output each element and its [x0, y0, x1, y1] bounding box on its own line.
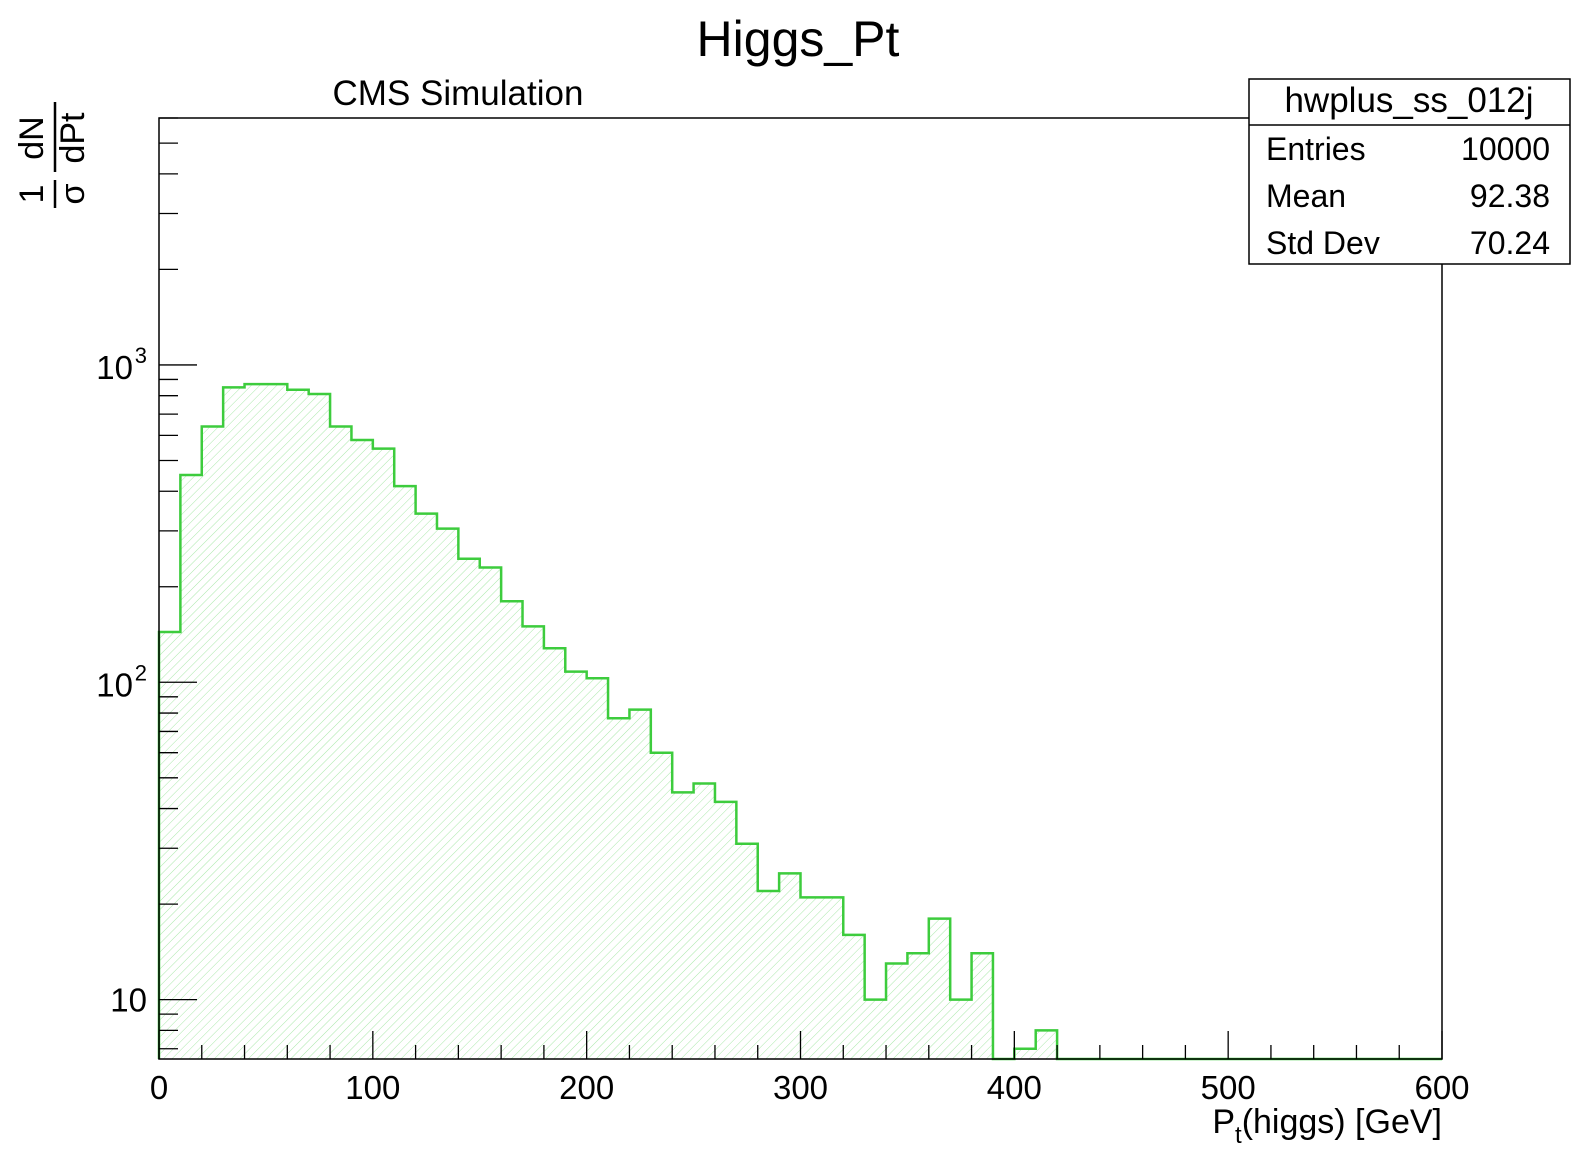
- stats-box: hwplus_ss_012j Entries 10000 Mean 92.38 …: [1248, 78, 1571, 265]
- y-label-numerator: 1: [13, 185, 51, 204]
- x-axis-ticks: [158, 1031, 1443, 1059]
- y-label-d-bottom: dPt: [54, 112, 92, 164]
- x-axis-label-subscript: t: [1235, 1122, 1242, 1149]
- x-tick-label: 200: [559, 1069, 614, 1106]
- x-tick-label: 0: [150, 1069, 168, 1106]
- y-axis-label: 1 σ dN dPt: [13, 102, 92, 208]
- stats-stddev-value: 70.24: [1470, 225, 1550, 261]
- y-axis-ticks: [159, 117, 197, 1050]
- x-axis-tick-labels: 0 100 200 300 400 500 600: [150, 1069, 1470, 1106]
- y-tick-label: 10: [110, 982, 147, 1019]
- stats-mean-value: 92.38: [1470, 178, 1550, 214]
- y-tick-label: 10: [96, 349, 133, 386]
- chart-title: Higgs_Pt: [697, 11, 900, 67]
- x-axis-label-rest: (higgs) [GeV]: [1242, 1103, 1442, 1141]
- x-tick-label: 400: [987, 1069, 1042, 1106]
- y-tick-label: 10: [96, 666, 133, 703]
- x-tick-label: 300: [773, 1069, 828, 1106]
- y-tick-label-exponent: 3: [135, 343, 147, 368]
- y-label-d-top: dN: [13, 116, 51, 159]
- histogram-fill: [159, 384, 1442, 1059]
- stats-entries-value: 10000: [1461, 131, 1550, 167]
- stats-mean-label: Mean: [1266, 178, 1346, 214]
- x-axis-label: Pt(higgs) [GeV]: [1212, 1103, 1442, 1149]
- y-label-denominator: σ: [54, 183, 92, 204]
- x-tick-label: 600: [1414, 1069, 1469, 1106]
- x-tick-label: 100: [345, 1069, 400, 1106]
- y-tick-label-exponent: 2: [135, 660, 147, 685]
- x-tick-label: 500: [1201, 1069, 1256, 1106]
- stats-box-frame: [1248, 78, 1571, 265]
- stats-entries-label: Entries: [1266, 131, 1366, 167]
- stats-box-title: hwplus_ss_012j: [1284, 81, 1533, 120]
- x-axis-label-main: P: [1212, 1103, 1235, 1141]
- stats-stddev-label: Std Dev: [1266, 225, 1380, 261]
- chart-subtitle: CMS Simulation: [333, 74, 584, 113]
